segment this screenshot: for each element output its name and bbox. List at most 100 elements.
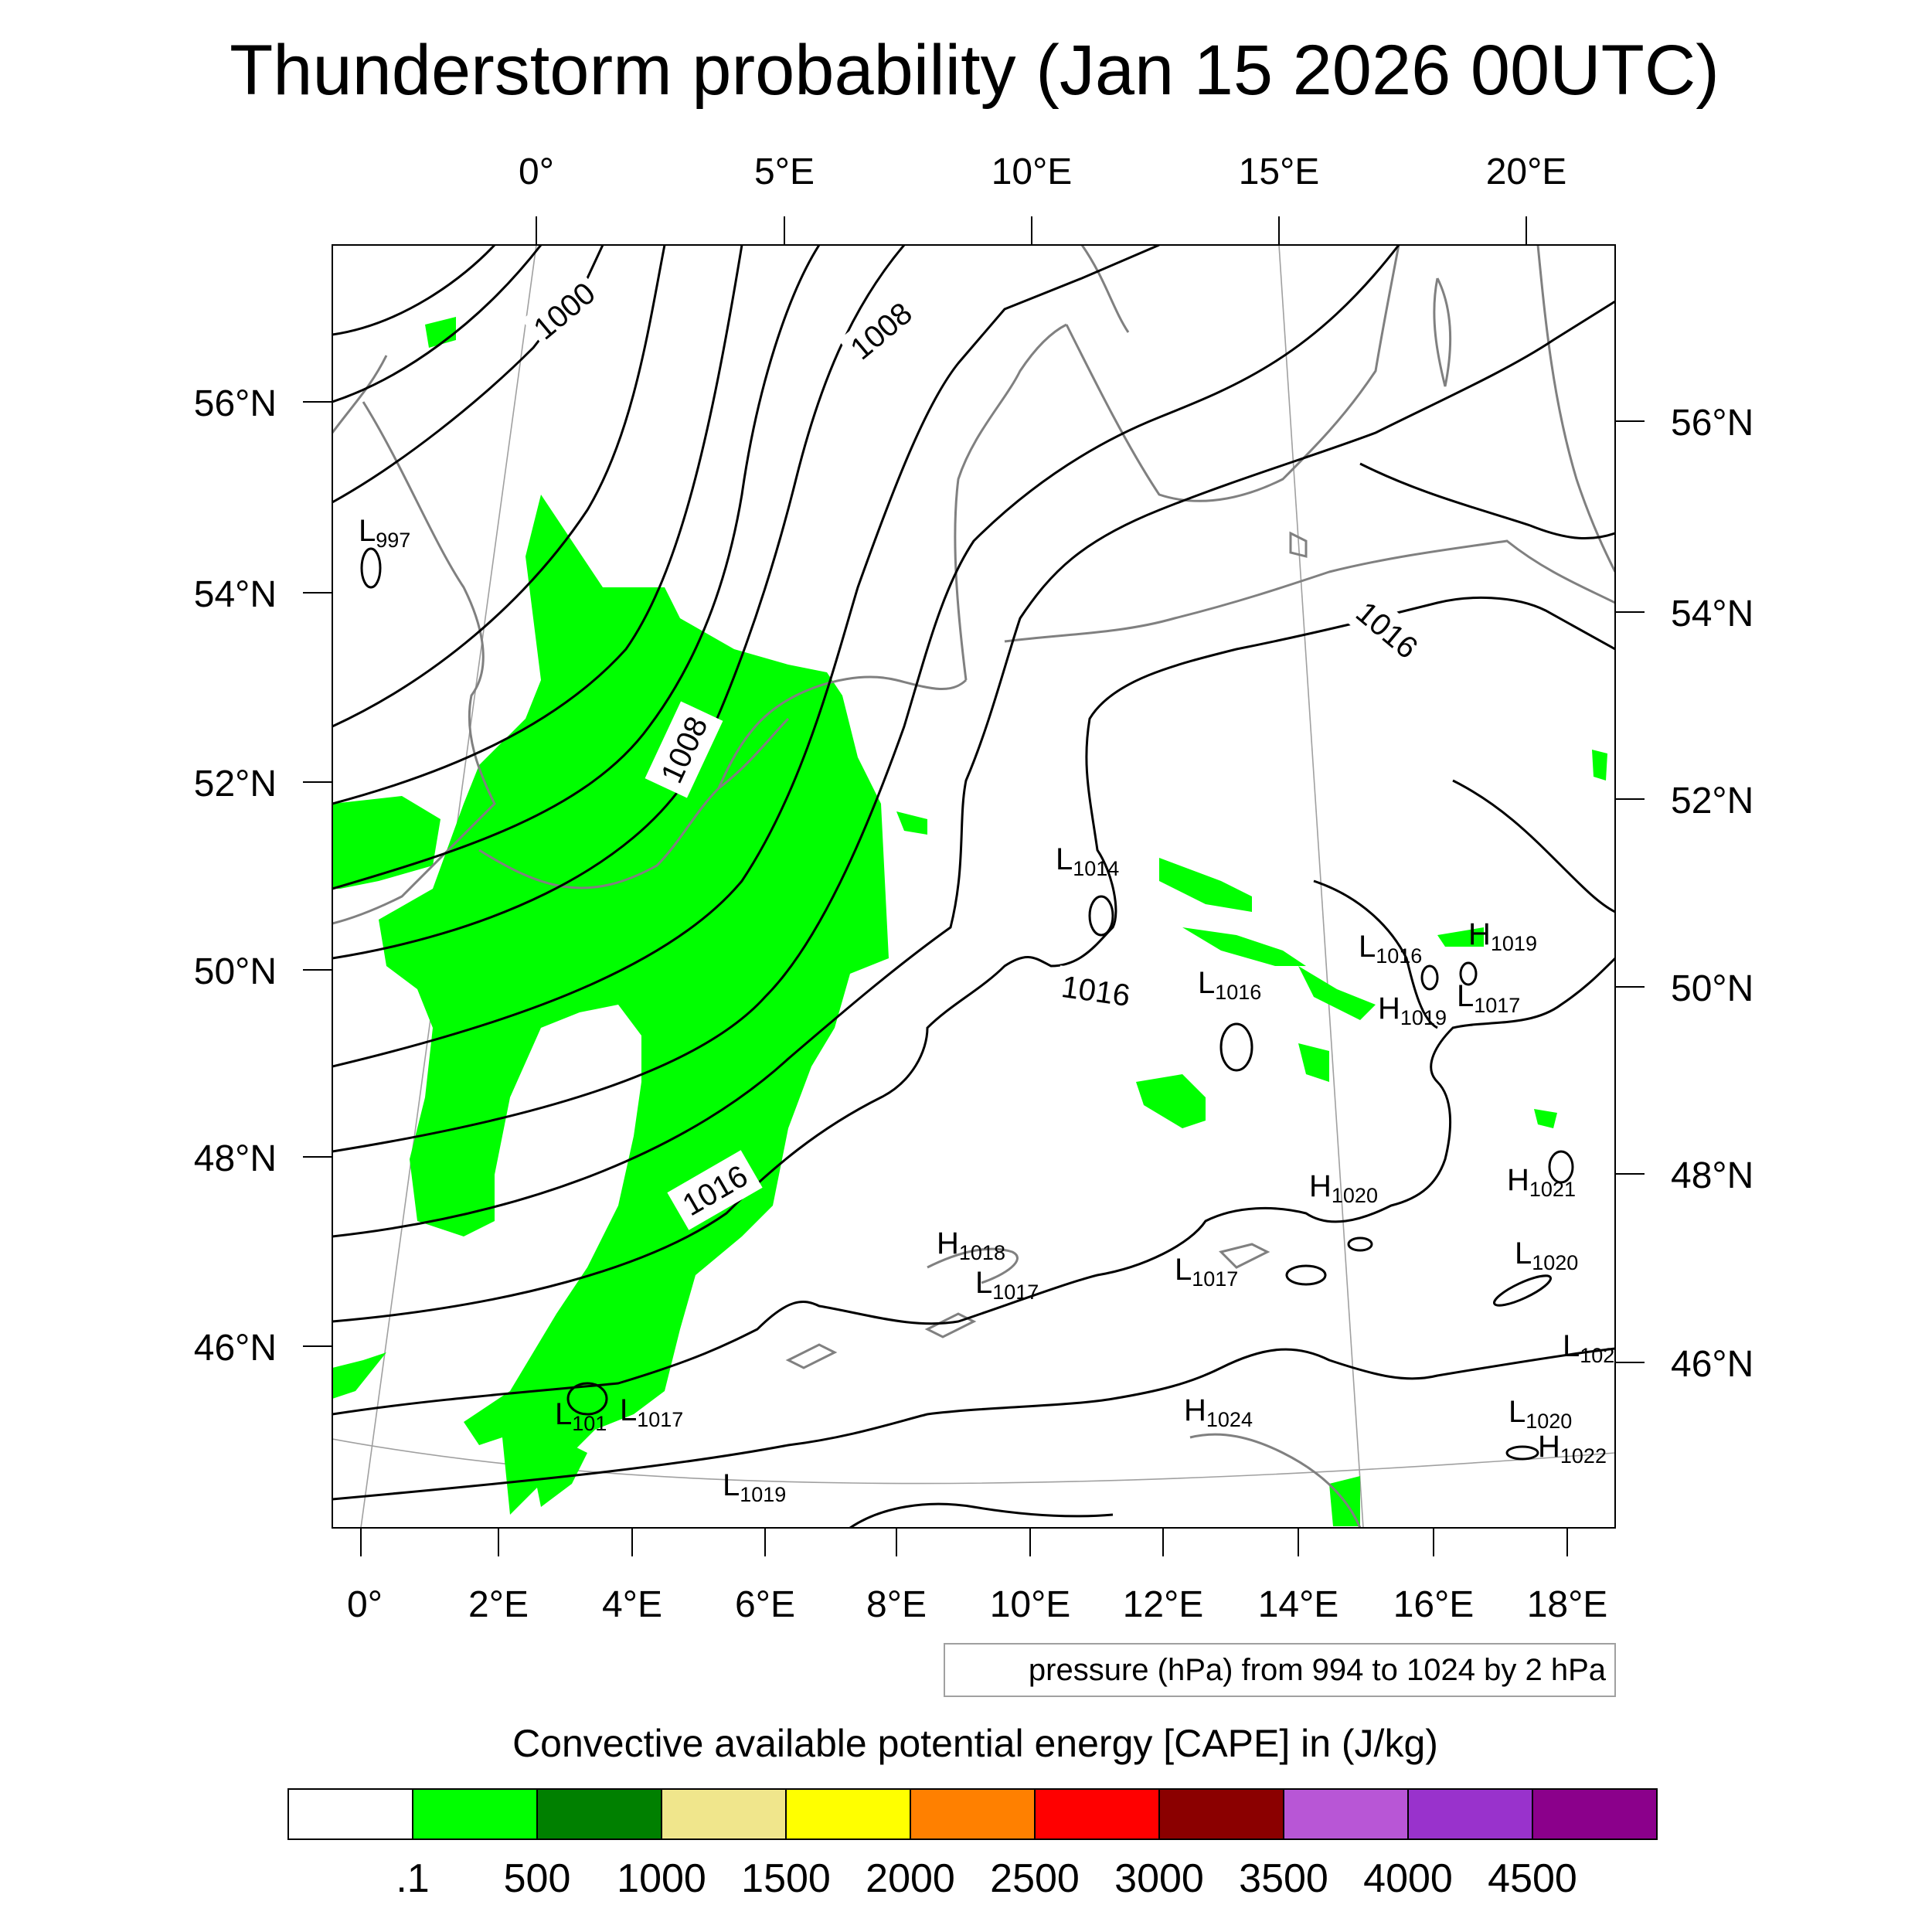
colorbar-swatch bbox=[1158, 1788, 1284, 1840]
cape-area-poland bbox=[1159, 858, 1252, 912]
isobar-1022 bbox=[849, 1502, 1114, 1528]
colorbar-swatch bbox=[1034, 1788, 1160, 1840]
pressure-center: L101 bbox=[555, 1397, 607, 1435]
left-lat-label: 54°N bbox=[194, 574, 277, 615]
isobar-low-1017-alps bbox=[1285, 1264, 1327, 1286]
contour-info-box: pressure (hPa) from 994 to 1024 by 2 hPa bbox=[944, 1643, 1616, 1697]
left-lat-label: 48°N bbox=[194, 1138, 277, 1179]
cape-area-hungary bbox=[1534, 1109, 1557, 1128]
bottom-lon-label: 2°E bbox=[468, 1584, 529, 1625]
top-lon-labels: 0° 5°E 10°E 15°E 20°E bbox=[519, 151, 1566, 192]
left-lat-label: 50°N bbox=[194, 951, 277, 992]
map-frame bbox=[332, 244, 1616, 1529]
cape-area-denmark-tip bbox=[896, 811, 927, 835]
colorbar-label: 1500 bbox=[741, 1856, 831, 1901]
bottom-lon-label: 0° bbox=[347, 1584, 383, 1625]
top-lon-label: 10°E bbox=[992, 151, 1073, 192]
isobar-high-1021 bbox=[1548, 1150, 1574, 1184]
colorbar-swatch bbox=[910, 1788, 1036, 1840]
right-lat-label: 46°N bbox=[1671, 1344, 1753, 1385]
isobar-1008 bbox=[332, 245, 906, 960]
isobar-996 bbox=[332, 245, 496, 336]
pressure-center: L1020 bbox=[1509, 1395, 1572, 1433]
isobar-1004 bbox=[332, 245, 743, 805]
left-lat-label: 56°N bbox=[194, 383, 277, 424]
bottom-lon-axis bbox=[360, 1528, 1568, 1556]
coast-baltic-south bbox=[1004, 539, 1615, 643]
pressure-center: L1020 bbox=[1515, 1236, 1578, 1274]
cape-area-alps-south bbox=[533, 1437, 587, 1507]
cape-area-czech-2 bbox=[1298, 966, 1376, 1020]
right-lat-label: 52°N bbox=[1671, 781, 1753, 821]
colorbar-label: 4000 bbox=[1363, 1856, 1453, 1901]
cape-area-bavaria bbox=[1136, 1074, 1206, 1128]
colorbar-swatch bbox=[661, 1788, 787, 1840]
pressure-center: H1022 bbox=[1538, 1430, 1607, 1468]
isobar-1010 bbox=[332, 245, 1160, 1068]
coast-norway bbox=[1080, 245, 1130, 333]
colorbar-label: 1000 bbox=[617, 1856, 706, 1901]
bottom-lon-label: 4°E bbox=[602, 1584, 662, 1625]
colorbar-label: 500 bbox=[504, 1856, 571, 1901]
colorbar-label: 3000 bbox=[1114, 1856, 1204, 1901]
isobar-1016-east bbox=[1313, 879, 1438, 1029]
colorbar-labels: .1 500 1000 1500 2000 2500 3000 3500 400… bbox=[396, 1856, 1577, 1901]
isobar-low-1017-sw bbox=[566, 1382, 608, 1416]
coast-england bbox=[332, 401, 496, 925]
bottom-lon-label: 16°E bbox=[1393, 1584, 1475, 1625]
map-panel: 1000 1008 1008 1016 1016 1016 bbox=[332, 244, 1616, 1529]
bottom-lon-label: 10°E bbox=[990, 1584, 1071, 1625]
isobar-label-1016-center: 1016 bbox=[1054, 965, 1138, 1016]
parallel-45n bbox=[332, 1438, 1615, 1485]
right-lat-label: 56°N bbox=[1671, 403, 1753, 444]
coast-france bbox=[478, 717, 790, 889]
cape-area-west bbox=[332, 796, 440, 889]
coast-lake-3 bbox=[1219, 1243, 1270, 1269]
isobar-low-997 bbox=[360, 547, 382, 589]
bottom-lon-label: 18°E bbox=[1527, 1584, 1608, 1625]
pressure-center: L1017 bbox=[1175, 1253, 1238, 1291]
pressure-center: L102 bbox=[1563, 1329, 1614, 1367]
left-lat-axis bbox=[303, 401, 332, 1347]
cape-area-north-sea bbox=[425, 317, 456, 348]
cape-area-far-east bbox=[1592, 750, 1607, 781]
left-lat-labels: 56°N 54°N 52°N 50°N 48°N 46°N bbox=[194, 383, 277, 1369]
isobar-low-1014 bbox=[1088, 895, 1114, 937]
isobar-1000 bbox=[332, 245, 604, 504]
isobar-1018-carpathian bbox=[1359, 462, 1615, 539]
coast-lake-2 bbox=[924, 1312, 977, 1338]
bottom-lon-label: 12°E bbox=[1123, 1584, 1204, 1625]
cape-area-moravia bbox=[1298, 1043, 1329, 1082]
pressure-center: H1021 bbox=[1507, 1163, 1576, 1201]
bottom-lon-label: 6°E bbox=[735, 1584, 795, 1625]
isobar-1018-east bbox=[1452, 779, 1615, 913]
coast-jutland bbox=[954, 323, 1067, 681]
colorbar-label: 2000 bbox=[866, 1856, 955, 1901]
isobar-1002 bbox=[332, 245, 666, 728]
isobar-low-1020-se bbox=[1505, 1445, 1539, 1461]
coast-scotland bbox=[332, 355, 388, 434]
pressure-center: H1019 bbox=[1378, 992, 1447, 1029]
island-gotland bbox=[1433, 277, 1452, 387]
right-lat-label: 50°N bbox=[1671, 968, 1753, 1009]
pressure-center: H1024 bbox=[1184, 1393, 1253, 1431]
coast-gulf-riga bbox=[1536, 245, 1615, 573]
colorbar bbox=[287, 1788, 1658, 1840]
colorbar-swatch bbox=[1407, 1788, 1533, 1840]
isobar-low-1017-east bbox=[1459, 961, 1478, 986]
isobar-high-1019 bbox=[1420, 964, 1439, 991]
isobar-low-1020 bbox=[1493, 1274, 1552, 1307]
island-bornholm bbox=[1289, 531, 1308, 558]
bottom-lon-labels: 0° 2°E 4°E 6°E 8°E 10°E 12°E 14°E 16°E 1… bbox=[347, 1584, 1607, 1625]
isobars bbox=[332, 245, 1615, 1528]
left-lat-label: 46°N bbox=[194, 1328, 277, 1369]
colorbar-swatch bbox=[785, 1788, 911, 1840]
coast-benelux bbox=[717, 675, 968, 789]
pressure-center: L1019 bbox=[723, 1468, 786, 1506]
figure-title: Thunderstorm probability (Jan 15 2026 00… bbox=[230, 31, 1719, 110]
pressure-center: L1017 bbox=[620, 1393, 683, 1431]
pressure-center: L1017 bbox=[1457, 979, 1520, 1017]
coast-north-adriatic bbox=[1189, 1433, 1362, 1528]
cape-area-east bbox=[1437, 927, 1484, 947]
